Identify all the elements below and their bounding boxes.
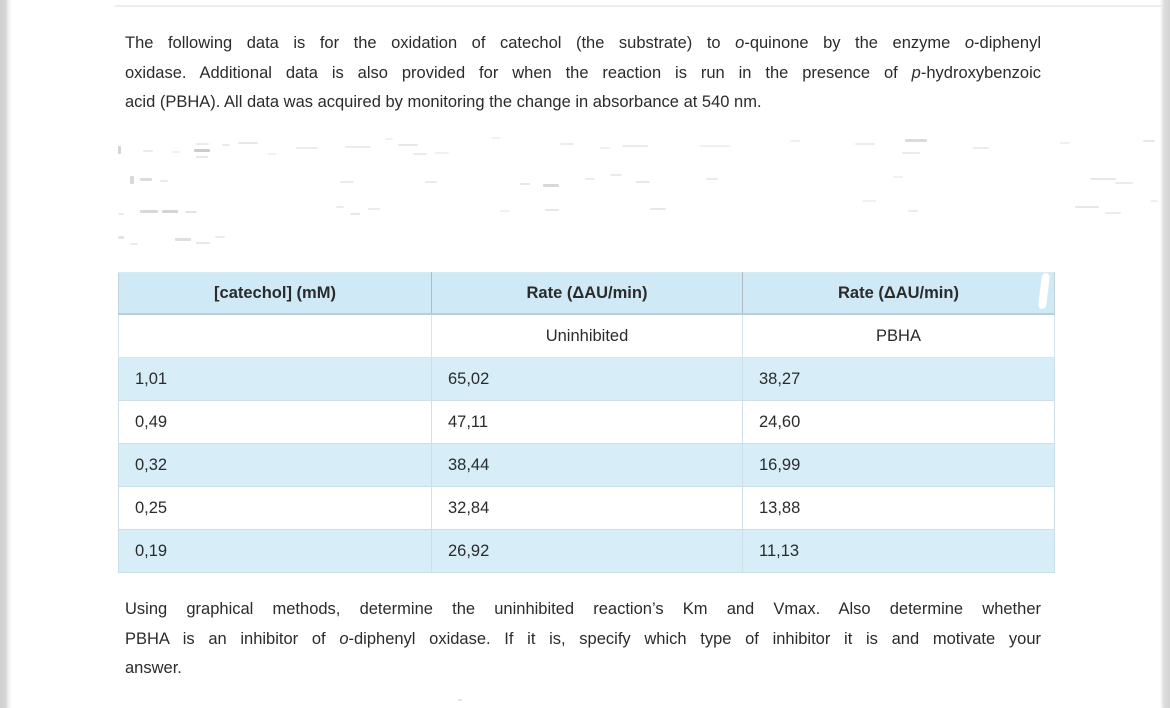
table-row: 0,32 38,44 16,99: [118, 443, 1055, 487]
text-line: The following data is for the oxidation …: [125, 34, 1041, 52]
data-table: [catechol] (mM) Rate (ΔAU/min) Rate (ΔAU/m…: [118, 272, 1055, 573]
table-cell: 11,13: [742, 529, 1055, 573]
table-row: 0,25 32,84 13,88: [118, 486, 1055, 530]
table-cell: 13,88: [742, 486, 1055, 530]
table-cell: 0,25: [118, 486, 432, 530]
column-header: Rate (ΔAU/min): [431, 272, 743, 315]
table-cell: 38,44: [431, 443, 743, 487]
column-header: Rate (ΔAU/min): [742, 272, 1055, 315]
table-cell: 0,32: [118, 443, 432, 487]
text-line: acid (PBHA). All data was acquired by mo…: [125, 93, 762, 112]
table-row: 0,19 26,92 11,13: [118, 529, 1055, 573]
column-header: [catechol] (mM): [118, 272, 432, 315]
text-line: PBHA is an inhibitor of o-diphenyl oxida…: [125, 629, 1041, 648]
text-line: oxidase. Additional data is also provide…: [125, 63, 1041, 82]
table-row: 0,49 47,11 24,60: [118, 400, 1055, 444]
intro-paragraph: The following data is for the oxidation …: [125, 29, 1041, 118]
subheader-cell: [118, 313, 432, 358]
top-divider-line: [115, 5, 1162, 7]
table-cell: 38,27: [742, 357, 1055, 401]
text-line: Using graphical methods, determine the u…: [125, 600, 1041, 618]
page-left-edge-shadow: [0, 0, 12, 708]
table-cell: 1,01: [118, 357, 432, 401]
table-cell: 16,99: [742, 443, 1055, 487]
table-body: Uninhibited PBHA 1,01 65,02 38,27 0,49 47,11 24…: [118, 313, 1055, 573]
table-cell: 26,92: [431, 529, 743, 573]
table-subheader-row: Uninhibited PBHA: [118, 313, 1055, 358]
page-right-edge-shadow: [1160, 0, 1170, 708]
table-cell: 0,19: [118, 529, 432, 573]
table-cell: 24,60: [742, 400, 1055, 444]
table-cell: 32,84: [431, 486, 743, 530]
table-cell: 0,49: [118, 400, 432, 444]
table-cell: 65,02: [431, 357, 743, 401]
table-header-row: [catechol] (mM) Rate (ΔAU/min) Rate (ΔAU/m…: [118, 272, 1055, 315]
subheader-cell: PBHA: [742, 313, 1055, 358]
text-line: answer.: [125, 659, 182, 678]
subheader-cell: Uninhibited: [431, 313, 743, 358]
table-cell: 47,11: [431, 400, 743, 444]
table-row: 1,01 65,02 38,27: [118, 357, 1055, 401]
question-paragraph: Using graphical methods, determine the u…: [125, 595, 1041, 684]
